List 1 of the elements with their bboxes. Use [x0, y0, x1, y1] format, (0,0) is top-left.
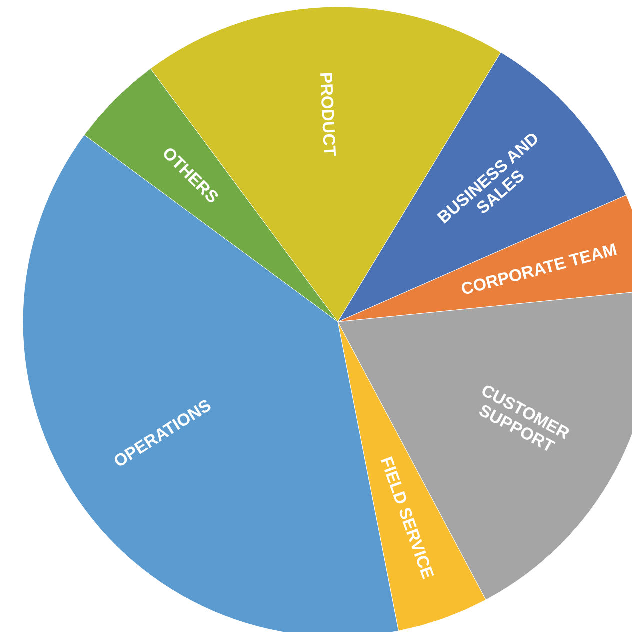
slice-label: PRODUCT: [316, 72, 340, 158]
